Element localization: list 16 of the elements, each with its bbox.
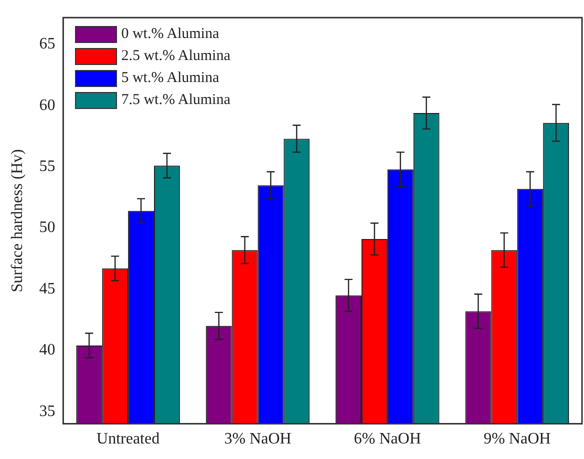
y-tick-label: 55 — [39, 158, 56, 176]
y-tick-label: 40 — [39, 342, 56, 359]
legend-label: 2.5 wt.% Alumina — [121, 48, 230, 66]
y-tick-label: 60 — [39, 96, 56, 114]
y-tick-label: 45 — [39, 280, 56, 298]
x-tick-label: 9% NaOH — [484, 430, 552, 448]
y-axis-title: Surface hardness (Hv) — [8, 149, 26, 292]
x-tick-label: 6% NaOH — [354, 430, 422, 448]
y-tick-label: 50 — [39, 219, 56, 236]
legend-label: 7.5 wt.% Alumina — [121, 92, 230, 110]
legend-label: 0 wt.% Alumina — [121, 26, 220, 44]
legend-label: 5 wt.% Alumina — [121, 70, 220, 88]
y-tick-label: 35 — [39, 402, 56, 420]
x-tick-label: Untreated — [96, 430, 160, 448]
x-tick-label: 3% NaOH — [224, 430, 292, 448]
y-tick-label: 65 — [39, 36, 56, 53]
